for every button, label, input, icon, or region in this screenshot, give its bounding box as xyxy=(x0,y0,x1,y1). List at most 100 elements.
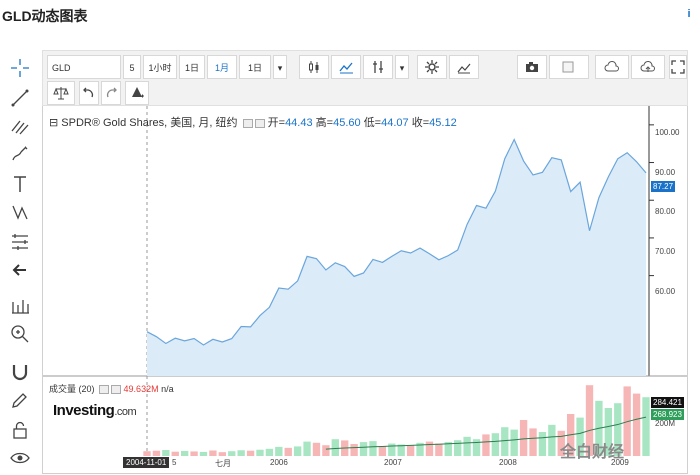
chart-toolbar: GLD 5 1小时 1日 1月 1日 ▾ ▾ xyxy=(42,50,688,106)
symbol-input[interactable]: GLD xyxy=(47,55,121,79)
volume-bar xyxy=(510,429,518,456)
volume-label: 成交量 (20) xyxy=(49,384,95,394)
lock-drawing-icon[interactable] xyxy=(8,388,32,412)
volume-bar xyxy=(501,427,509,456)
volume-tag: 284.421 xyxy=(651,397,684,408)
cloud-upload-icon[interactable] xyxy=(631,55,665,79)
area-chart-icon[interactable] xyxy=(331,55,361,79)
volume-bar xyxy=(425,441,434,456)
volume-bar xyxy=(406,445,415,456)
compare-icon[interactable] xyxy=(449,55,479,79)
collapse-icon[interactable]: ⊟ xyxy=(49,117,59,129)
series-name: SPDR® Gold Shares, 美国, 月, 纽约 xyxy=(61,117,238,129)
price-tick: 100.00 xyxy=(655,128,680,137)
chart-container: GLD 5 1小时 1日 1月 1日 ▾ ▾ ⊟ xyxy=(42,50,688,474)
footer-brand-logo: 全白财经 xyxy=(560,444,625,461)
eye-icon[interactable] xyxy=(8,446,32,470)
x-tick: 2006 xyxy=(270,458,288,467)
volume-bar xyxy=(472,439,481,456)
text-tool-icon[interactable] xyxy=(8,172,32,196)
page-title: GLD动态图表 xyxy=(2,8,88,24)
volume-bar xyxy=(388,443,396,456)
volume-value: 49.632M xyxy=(123,384,159,394)
volume-bar xyxy=(284,447,292,456)
undo-icon[interactable] xyxy=(79,81,99,105)
volume-bar xyxy=(378,446,387,456)
cloud-download-icon[interactable] xyxy=(595,55,629,79)
redo-icon[interactable] xyxy=(101,81,121,105)
volume-bar xyxy=(416,442,424,456)
price-line xyxy=(146,138,647,346)
volume-close-icon[interactable] xyxy=(111,385,122,395)
volume-bar xyxy=(435,443,443,456)
last-price-tag: 87.27 xyxy=(651,181,676,192)
volume-bar xyxy=(454,440,462,456)
zoom-icon[interactable] xyxy=(8,322,32,346)
volume-bar xyxy=(444,442,452,456)
brush-icon[interactable] xyxy=(8,142,32,166)
x-tick: 2007 xyxy=(384,458,402,467)
open-label: 开= xyxy=(267,117,286,129)
investing-logo: Investing.com xyxy=(53,402,137,419)
x-tick: 5 xyxy=(172,458,177,467)
volume-bar xyxy=(293,446,302,456)
volume-settings-icon[interactable] xyxy=(99,385,110,395)
chart-plot-area[interactable]: ⊟ SPDR® Gold Shares, 美国, 月, 纽约 开=44.43 高… xyxy=(42,106,688,474)
pattern-icon[interactable] xyxy=(8,200,32,224)
volume-bar xyxy=(199,451,208,456)
crosshair-date-tag: 2004-11-01 xyxy=(123,457,170,468)
volume-bar xyxy=(171,451,179,456)
volume-ma-tag: 268.923 xyxy=(651,409,684,420)
volume-bar xyxy=(557,430,565,456)
volume-bar xyxy=(632,393,641,456)
candlestick-icon[interactable] xyxy=(299,55,329,79)
volume-bar xyxy=(228,451,236,456)
close-badge-icon[interactable] xyxy=(254,118,265,128)
open-value: 44.43 xyxy=(285,117,313,129)
fibonacci-icon[interactable] xyxy=(8,114,32,138)
interval-1m[interactable]: 1月 xyxy=(207,55,237,79)
interval-1h[interactable]: 1小时 xyxy=(143,55,177,79)
crosshair-icon[interactable] xyxy=(8,56,32,80)
volume-bar xyxy=(218,452,226,456)
camera-icon[interactable] xyxy=(517,55,547,79)
volume-bar xyxy=(209,450,217,456)
chart-scale-icon[interactable] xyxy=(8,294,32,318)
low-label: 低= xyxy=(363,117,382,129)
measure-icon[interactable] xyxy=(8,230,32,254)
drawing-tools-sidebar xyxy=(0,50,40,474)
volume-bar xyxy=(491,433,500,456)
price-chart xyxy=(43,106,687,456)
magnet-icon[interactable] xyxy=(8,360,32,384)
volume-bar xyxy=(538,432,547,456)
interval-dropdown[interactable]: 1日 xyxy=(239,55,271,79)
fullscreen-icon[interactable] xyxy=(669,55,687,79)
chevron-down-icon[interactable]: ▾ xyxy=(273,55,287,79)
chart-header: GLD动态图表 i xyxy=(0,0,700,30)
close-label: 收= xyxy=(411,117,430,129)
settings-badge-icon[interactable] xyxy=(242,118,253,128)
arrow-left-icon[interactable] xyxy=(8,258,32,282)
volume-bar xyxy=(642,397,650,456)
volume-bar xyxy=(265,448,274,456)
interval-5[interactable]: 5 xyxy=(123,55,141,79)
gear-icon[interactable] xyxy=(417,55,447,79)
volume-bar xyxy=(359,442,368,456)
info-icon[interactable]: i xyxy=(687,8,691,20)
volume-bar xyxy=(303,441,311,456)
volume-bar xyxy=(463,436,471,456)
volume-bar xyxy=(322,445,330,456)
indicator-icon[interactable] xyxy=(363,55,393,79)
interval-1d[interactable]: 1日 xyxy=(179,55,205,79)
volume-bar xyxy=(237,450,245,456)
lock-icon[interactable] xyxy=(8,418,32,442)
alert-icon[interactable] xyxy=(125,81,149,105)
volume-bar xyxy=(585,385,594,456)
trend-line-icon[interactable] xyxy=(8,86,32,110)
balance-icon[interactable] xyxy=(47,81,75,105)
price-tick: 80.00 xyxy=(655,207,676,216)
volume-bar xyxy=(246,450,255,456)
volume-bar xyxy=(152,450,161,456)
color-picker-icon[interactable] xyxy=(549,55,589,79)
chevron-down-icon[interactable]: ▾ xyxy=(395,55,409,79)
